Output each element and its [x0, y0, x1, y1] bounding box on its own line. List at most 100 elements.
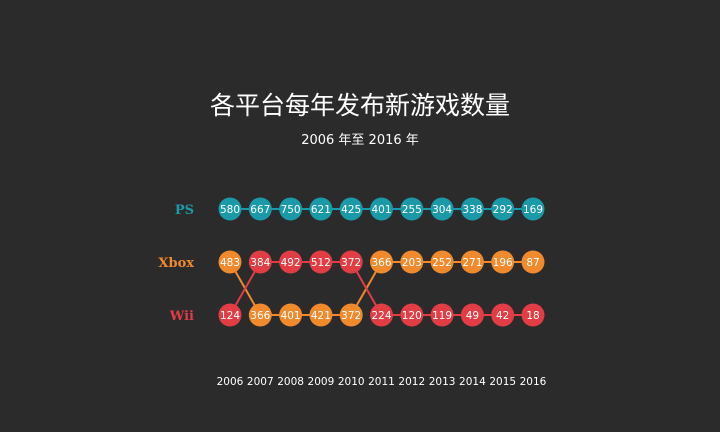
- row-label-xbox: Xbox: [158, 256, 194, 271]
- data-label: 224: [371, 310, 391, 322]
- point-marker: [521, 197, 545, 221]
- chart-subtitle: 2006 年至 2016 年: [301, 133, 419, 148]
- data-point-xbox-2014: 271: [460, 250, 484, 274]
- data-point-wii-2010: 372: [339, 250, 363, 274]
- data-label: 87: [526, 257, 539, 269]
- data-point-ps-2012: 255: [400, 197, 424, 221]
- data-point-wii-2011: 224: [370, 303, 393, 327]
- x-axis-ticks: 2006 2007 2008 2009 2010 2011 2012 2013 2014 2015…: [217, 376, 547, 388]
- x-tick-label: 2015: [489, 376, 516, 388]
- x-tick-label: 2014: [459, 376, 486, 388]
- point-marker: [309, 303, 333, 327]
- x-tick-label: 2011: [368, 376, 395, 388]
- data-label: 366: [371, 257, 391, 269]
- data-label: 292: [493, 204, 513, 216]
- point-marker: [370, 197, 393, 221]
- x-tick-label: 2016: [520, 376, 547, 388]
- data-label: 372: [341, 310, 361, 322]
- data-label: 304: [432, 204, 452, 216]
- point-marker: [309, 197, 333, 221]
- data-point-xbox-2011: 366: [370, 250, 393, 274]
- data-label: 271: [462, 257, 482, 269]
- point-marker: [460, 303, 484, 327]
- data-label: 119: [432, 310, 452, 322]
- data-point-wii-2009: 512: [309, 250, 333, 274]
- data-label: 492: [281, 257, 301, 269]
- point-marker: [279, 250, 303, 274]
- data-point-ps-2015: 292: [491, 197, 515, 221]
- data-label: 196: [493, 257, 513, 269]
- data-label: 580: [220, 204, 240, 216]
- data-point-wii-2013: 119: [430, 303, 454, 327]
- data-point-ps-2010: 425: [339, 197, 363, 221]
- data-point-xbox-2013: 252: [430, 250, 454, 274]
- point-marker: [309, 250, 333, 274]
- row-label-wii: Wii: [169, 309, 194, 324]
- data-label: 120: [402, 310, 422, 322]
- data-point-wii-2007: 384: [248, 250, 272, 274]
- data-label: 401: [371, 204, 391, 216]
- point-marker: [339, 250, 363, 274]
- point-marker: [430, 250, 454, 274]
- data-point-ps-2007: 667: [248, 197, 272, 221]
- data-point-ps-2008: 750: [279, 197, 303, 221]
- data-label: 18: [526, 310, 539, 322]
- x-tick-label: 2009: [308, 376, 335, 388]
- data-point-xbox-2012: 203: [400, 250, 424, 274]
- data-point-wii-2012: 120: [400, 303, 424, 327]
- point-marker: [521, 303, 545, 327]
- data-point-xbox-2008: 401: [279, 303, 303, 327]
- point-marker: [339, 303, 363, 327]
- data-point-xbox-2006: 483: [218, 250, 242, 274]
- data-label: 621: [311, 204, 331, 216]
- data-point-wii-2016: 18: [521, 303, 545, 327]
- chart-title: 各平台每年发布新游戏数量: [210, 91, 510, 120]
- data-label: 421: [311, 310, 331, 322]
- point-marker: [279, 197, 303, 221]
- point-marker: [430, 303, 454, 327]
- point-marker: [339, 197, 363, 221]
- point-marker: [460, 197, 484, 221]
- data-points: 580 667 750 621 425 401 255 304 338 292 169 483 366 4…: [218, 197, 545, 327]
- point-marker: [248, 250, 272, 274]
- data-point-ps-2016: 169: [521, 197, 545, 221]
- data-label: 124: [220, 310, 240, 322]
- data-label: 667: [250, 204, 270, 216]
- point-marker: [430, 197, 454, 221]
- point-marker: [491, 303, 515, 327]
- data-label: 483: [220, 257, 240, 269]
- data-point-xbox-2007: 366: [248, 303, 272, 327]
- point-marker: [218, 303, 242, 327]
- data-label: 169: [523, 204, 543, 216]
- data-point-ps-2009: 621: [309, 197, 333, 221]
- data-point-ps-2014: 338: [460, 197, 484, 221]
- data-label: 372: [341, 257, 361, 269]
- data-point-wii-2014: 49: [460, 303, 484, 327]
- x-tick-label: 2007: [247, 376, 274, 388]
- data-label: 401: [281, 310, 301, 322]
- x-tick-label: 2012: [398, 376, 425, 388]
- data-label: 203: [402, 257, 422, 269]
- data-point-wii-2015: 42: [491, 303, 515, 327]
- data-label: 42: [496, 310, 509, 322]
- data-label: 49: [466, 310, 479, 322]
- data-label: 425: [341, 204, 361, 216]
- row-label-ps: PS: [175, 203, 194, 218]
- data-point-xbox-2016: 87: [521, 250, 545, 274]
- point-marker: [248, 303, 272, 327]
- x-tick-label: 2013: [429, 376, 456, 388]
- data-label: 255: [402, 204, 422, 216]
- data-label: 252: [432, 257, 452, 269]
- point-marker: [491, 197, 515, 221]
- data-point-wii-2006: 124: [218, 303, 242, 327]
- point-marker: [279, 303, 303, 327]
- data-label: 384: [250, 257, 270, 269]
- point-marker: [370, 250, 393, 274]
- data-point-ps-2013: 304: [430, 197, 454, 221]
- data-label: 512: [311, 257, 331, 269]
- point-marker: [370, 303, 393, 327]
- data-point-wii-2008: 492: [279, 250, 303, 274]
- data-label: 366: [250, 310, 270, 322]
